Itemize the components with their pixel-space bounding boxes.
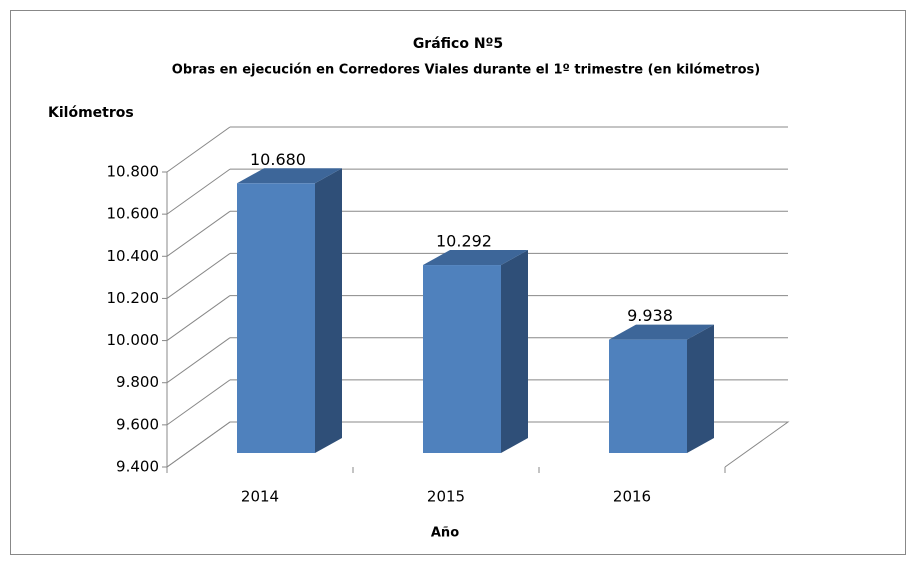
y-tick-label: 9.400 <box>116 458 159 476</box>
x-axis-title: Año <box>431 526 459 541</box>
y-tick-label: 10.200 <box>107 289 160 307</box>
bar <box>423 265 501 453</box>
data-label: 10.680 <box>250 150 306 169</box>
grid-line-side <box>166 337 231 384</box>
grid-line-side <box>166 126 231 173</box>
grid-line-side <box>166 168 231 215</box>
y-tick-label: 9.800 <box>116 373 159 391</box>
grid-line-side <box>166 210 231 257</box>
grid-line-side <box>166 295 231 341</box>
grid-line-side <box>166 379 231 426</box>
bar-side <box>501 250 528 453</box>
bar-side <box>687 324 714 453</box>
y-axis-title: Kilómetros <box>48 105 134 121</box>
bar <box>237 183 315 454</box>
bar <box>609 339 687 453</box>
chart-title: Gráfico Nº5 <box>413 36 503 52</box>
y-tick-label: 10.600 <box>107 205 160 223</box>
bar-top <box>237 168 342 184</box>
y-tick-label: 10.000 <box>107 331 160 349</box>
x-tick-label: 2015 <box>427 488 465 506</box>
grid-line-side <box>166 421 231 468</box>
bar-top <box>609 324 714 340</box>
bar-top <box>423 250 528 266</box>
data-label: 9.938 <box>627 306 673 325</box>
grid-line-side <box>166 253 231 299</box>
y-tick-label: 9.600 <box>116 415 159 433</box>
y-tick-label: 10.400 <box>107 247 160 265</box>
x-tick-label: 2014 <box>241 488 279 506</box>
bar-side <box>315 168 342 454</box>
chart-subtitle: Obras en ejecución en Corredores Viales … <box>172 63 760 78</box>
x-tick-label: 2016 <box>613 488 651 506</box>
data-label: 10.292 <box>436 232 492 251</box>
y-tick-label: 10.800 <box>107 163 160 181</box>
